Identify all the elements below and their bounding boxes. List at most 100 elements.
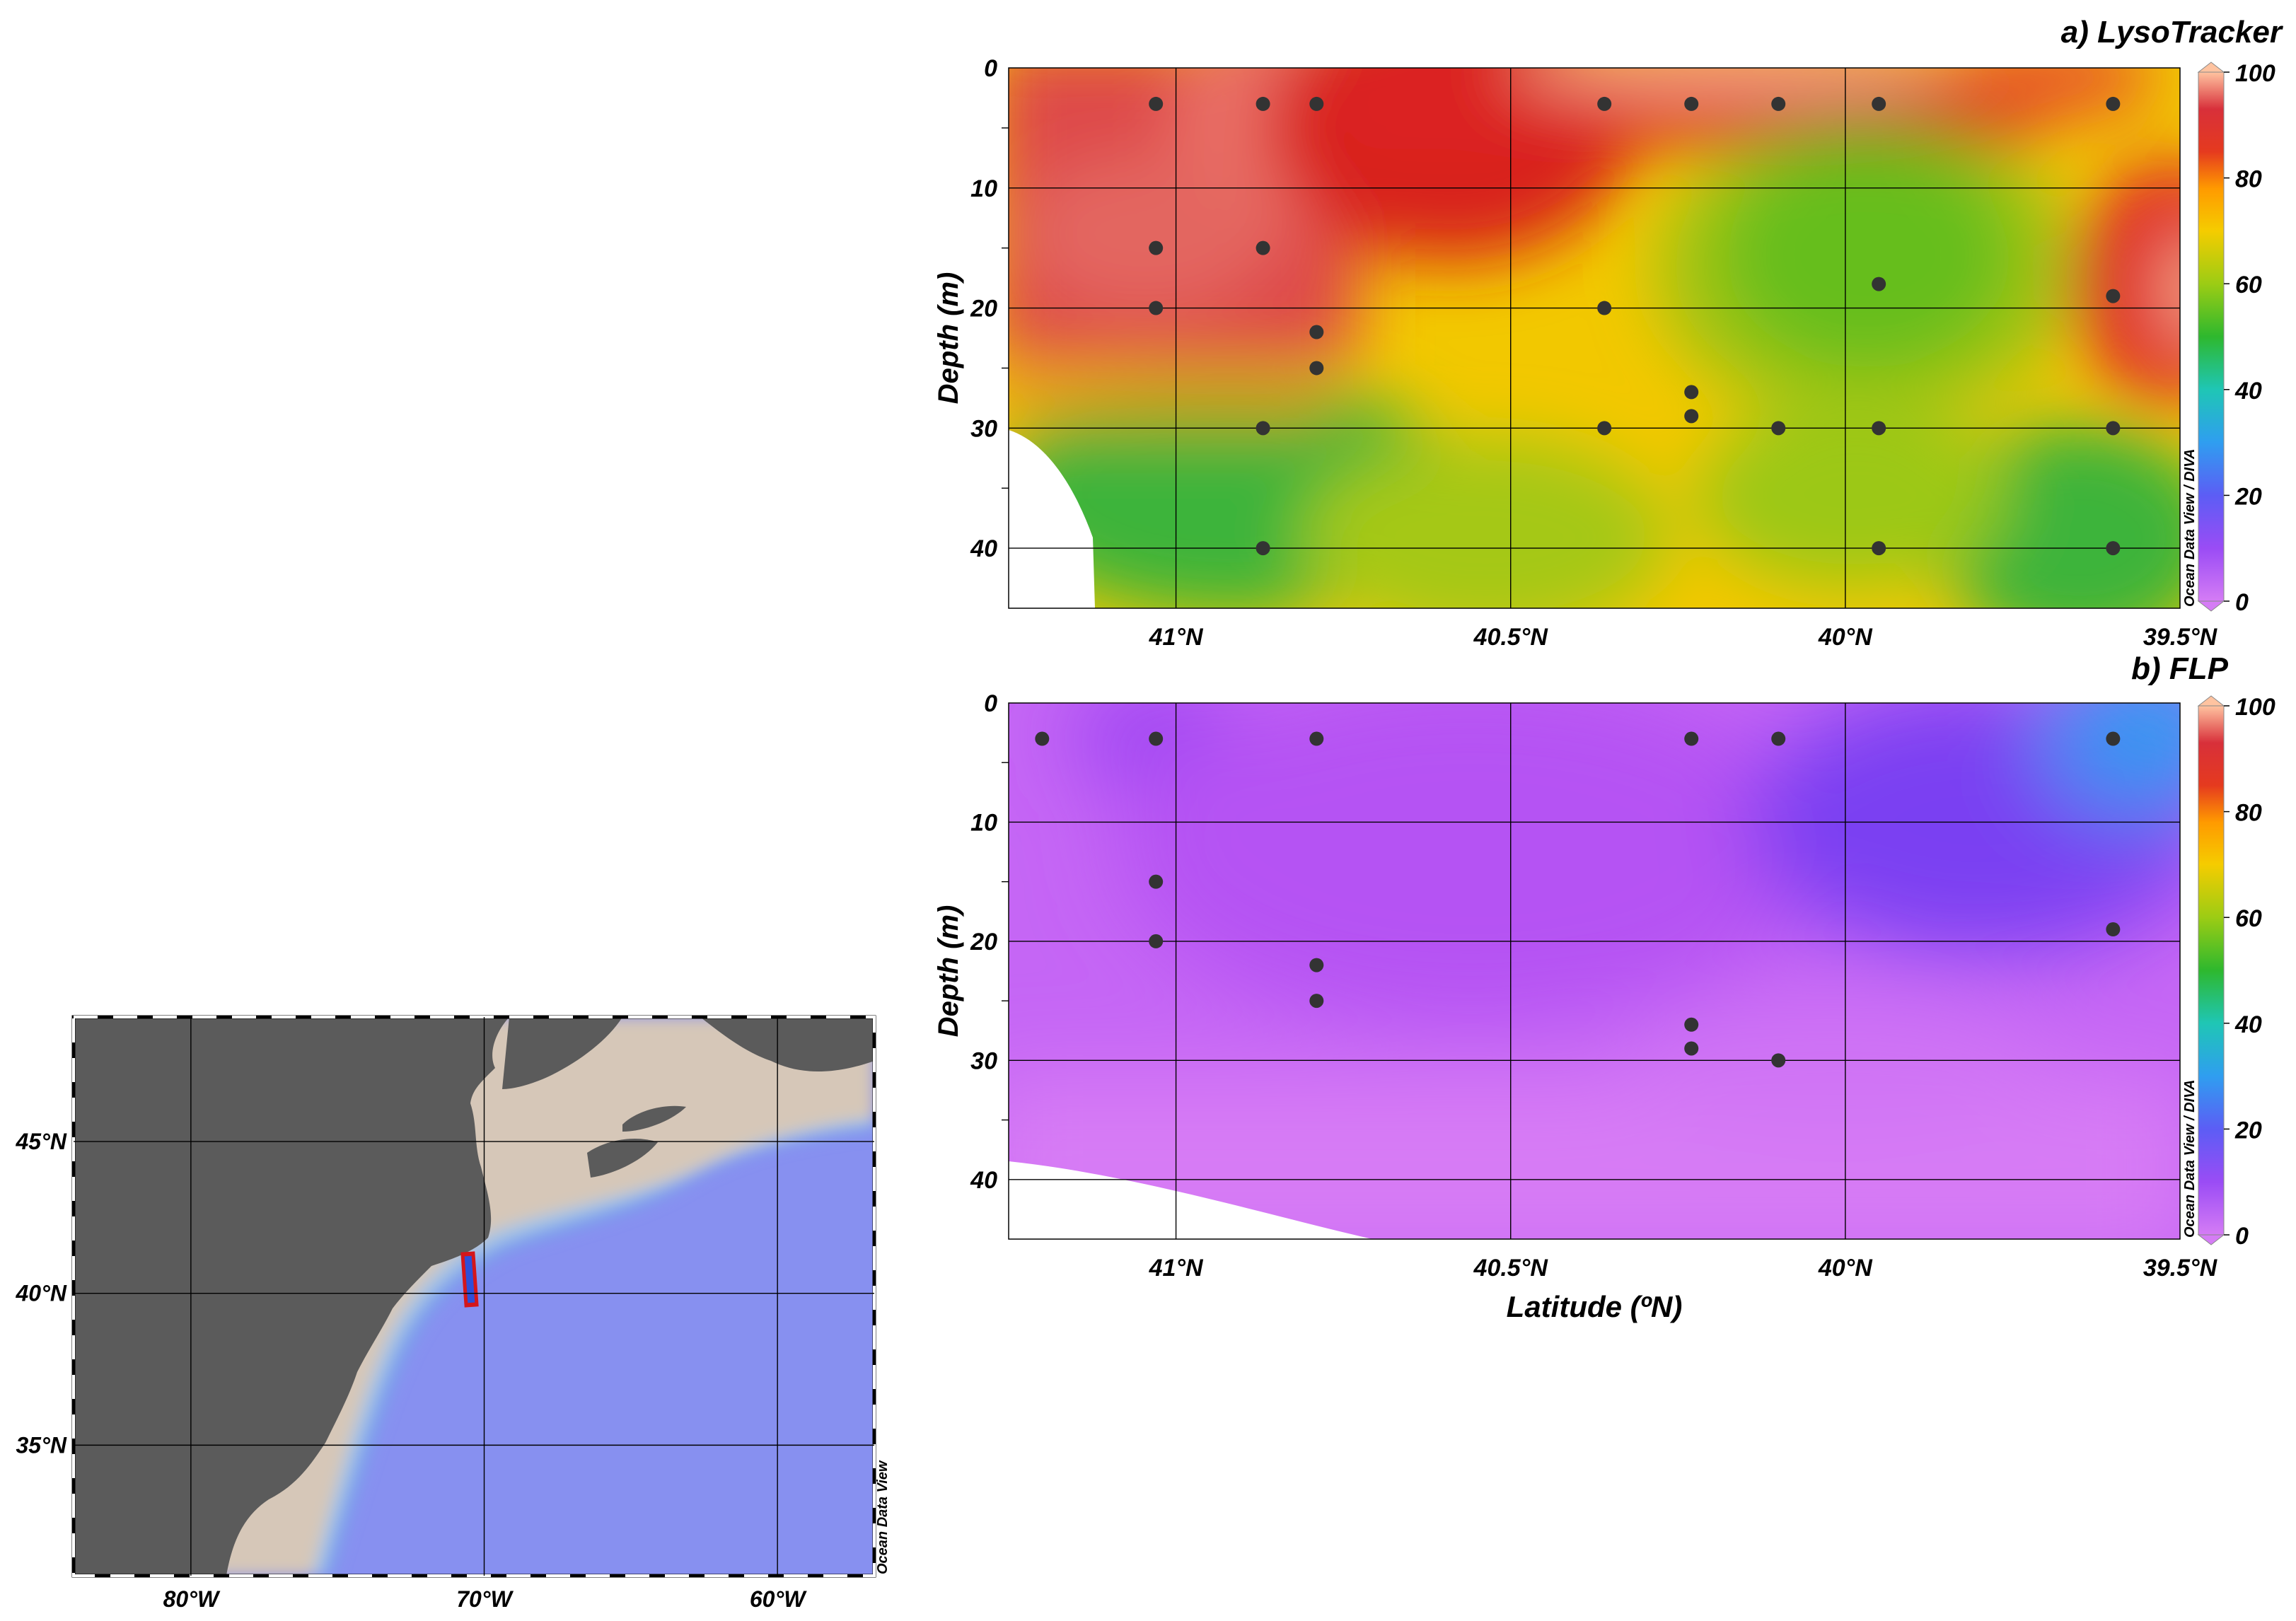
panel-a-title: a) LysoTracker: [2061, 15, 2284, 50]
map-ticks: 80°W 70°W 60°W 45°N 40°N 35°N: [16, 1129, 808, 1612]
x-tick-label: 40°N: [1818, 1255, 1873, 1282]
colorbar-tick-label: 80: [2235, 166, 2262, 193]
colorbar-tick-label: 20: [2234, 1117, 2262, 1144]
data-point: [1684, 1041, 1699, 1056]
map-panel: 80°W 70°W 60°W 45°N 40°N 35°N Ocean Data View: [16, 1015, 891, 1612]
data-point: [1872, 541, 1886, 556]
x-tick-label: 41°N: [1149, 1255, 1204, 1282]
colorbar-a: 0 20 40 60 80 100: [2197, 60, 2275, 616]
grid-b: [1009, 703, 2180, 1239]
grid-a: [1009, 68, 2180, 608]
data-points-a: [1149, 96, 2121, 556]
y-tick-label: 0: [984, 690, 997, 717]
x-tick-label: 40.5°N: [1473, 1255, 1549, 1282]
data-point: [1771, 731, 1786, 746]
panel-a-watermark: Ocean Data View / DIVA: [2182, 449, 2198, 607]
y-tick-label: 20: [970, 296, 997, 323]
data-point: [1684, 731, 1699, 746]
data-point: [1256, 541, 1270, 556]
panel-b-title: b) FLP: [2131, 651, 2229, 686]
map-lat-label: 40°N: [16, 1281, 67, 1306]
data-point: [1684, 385, 1699, 400]
data-point: [2106, 289, 2121, 303]
data-point: [1309, 325, 1324, 339]
data-point: [1149, 240, 1164, 255]
y-tick-label: 30: [970, 1047, 997, 1074]
panel-b-ylabel: Depth (m): [933, 905, 964, 1038]
colorbar-tick-label: 60: [2235, 905, 2262, 932]
data-point: [1597, 301, 1612, 315]
data-point: [1256, 96, 1270, 111]
data-point: [1597, 96, 1612, 111]
colorbar-tick-label: 0: [2235, 1223, 2249, 1250]
colorbar-tick-label: 60: [2235, 272, 2262, 298]
colorbar-tick-label: 100: [2235, 60, 2275, 87]
y-tick-label: 0: [984, 55, 997, 82]
data-point: [1309, 731, 1324, 746]
y-tick-label: 10: [970, 175, 997, 202]
data-point: [2106, 731, 2121, 746]
colorbar-tick-label: 20: [2234, 483, 2262, 510]
x-tick-label: 41°N: [1149, 624, 1204, 651]
y-tick-label: 40: [970, 1167, 997, 1194]
x-tick-label: 40.5°N: [1473, 624, 1549, 651]
map-lat-label: 35°N: [16, 1432, 67, 1458]
colorbar-tick-label: 0: [2235, 589, 2249, 616]
panel-b-watermark: Ocean Data View / DIVA: [2182, 1080, 2198, 1238]
data-point: [1872, 421, 1886, 436]
field-b-nodata: [1009, 1161, 1372, 1239]
data-point: [1256, 421, 1270, 436]
map-lat-label: 45°N: [16, 1129, 67, 1154]
data-point: [1149, 874, 1164, 889]
data-point: [1035, 731, 1050, 746]
data-point: [2106, 922, 2121, 937]
plot-a-frame: 41°N 40.5°N 40°N 39.5°N 0 10 20 30 40: [970, 55, 2217, 651]
data-point: [2106, 421, 2121, 436]
data-point: [1684, 1017, 1699, 1032]
map-lon-label: 80°W: [163, 1586, 221, 1612]
data-point: [1309, 994, 1324, 1009]
data-point: [1149, 934, 1164, 948]
y-tick-label: 30: [970, 415, 997, 442]
colorbar-b: 0 20 40 60 80 100: [2197, 694, 2275, 1250]
panel-b: b) FLP 41°N 40.5°N 40°N 39.5°N 0 10 20 30 40 Dep…: [933, 651, 2275, 1323]
map-grid: [74, 1017, 874, 1576]
x-tick-label: 39.5°N: [2143, 1255, 2218, 1282]
y-tick-label: 10: [970, 809, 997, 836]
data-points-b: [1035, 731, 2121, 1068]
ticks-a: 41°N 40.5°N 40°N 39.5°N 0 10 20 30 40: [970, 55, 2217, 651]
data-point: [1684, 96, 1699, 111]
data-point: [2106, 541, 2121, 556]
map-watermark: Ocean Data View: [875, 1460, 891, 1574]
data-point: [1771, 96, 1786, 111]
data-point: [2106, 96, 2121, 111]
data-point: [1149, 301, 1164, 315]
colorbar-tick-label: 40: [2234, 1011, 2262, 1038]
data-point: [1771, 421, 1786, 436]
data-point: [1309, 361, 1324, 376]
data-point: [1149, 96, 1164, 111]
colorbar-tick-label: 80: [2235, 800, 2262, 827]
colorbar-tick-label: 40: [2234, 378, 2262, 405]
y-tick-label: 20: [970, 929, 997, 955]
x-tick-label: 40°N: [1818, 624, 1873, 651]
map-land: [74, 1017, 874, 1576]
data-point: [1597, 421, 1612, 436]
x-tick-label: 39.5°N: [2143, 624, 2218, 651]
panel-a: a) LysoTracker: [933, 15, 2284, 651]
data-point: [1309, 958, 1324, 972]
panel-a-ylabel: Depth (m): [933, 272, 964, 405]
map-frame-dashes: [72, 1016, 876, 1577]
field-a-nodata: [1009, 430, 1095, 608]
map-lon-label: 60°W: [750, 1586, 807, 1612]
plot-b-frame: 41°N 40.5°N 40°N 39.5°N 0 10 20 30 40: [970, 690, 2217, 1282]
y-tick-label: 40: [970, 535, 997, 562]
data-point: [1149, 731, 1164, 746]
data-point: [1684, 409, 1699, 424]
ticks-b: 41°N 40.5°N 40°N 39.5°N 0 10 20 30 40: [970, 690, 2217, 1282]
field-a-blobs: [1009, 68, 2180, 608]
panel-b-xlabel: Latitude (ºN): [1507, 1290, 1683, 1323]
data-point: [1771, 1053, 1786, 1068]
data-point: [1872, 277, 1886, 291]
